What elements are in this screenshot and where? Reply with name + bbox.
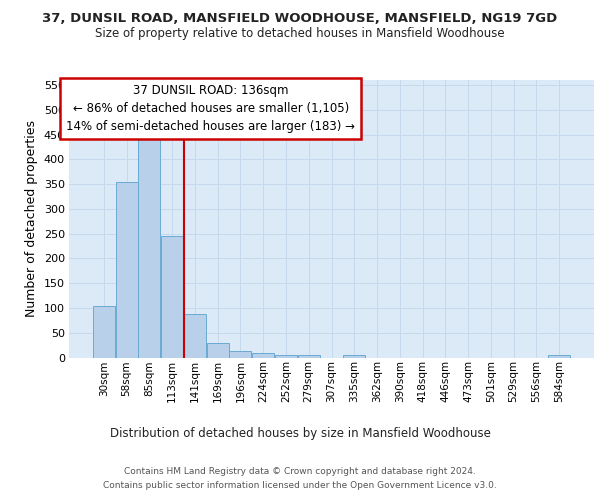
Bar: [252, 353, 274, 358]
Text: 37, DUNSIL ROAD, MANSFIELD WOODHOUSE, MANSFIELD, NG19 7GD: 37, DUNSIL ROAD, MANSFIELD WOODHOUSE, MA…: [43, 12, 557, 26]
Text: Size of property relative to detached houses in Mansfield Woodhouse: Size of property relative to detached ho…: [95, 28, 505, 40]
Bar: [161, 236, 183, 358]
Bar: [548, 355, 570, 358]
Text: 37 DUNSIL ROAD: 136sqm
← 86% of detached houses are smaller (1,105)
14% of semi-: 37 DUNSIL ROAD: 136sqm ← 86% of detached…: [66, 84, 355, 133]
Y-axis label: Number of detached properties: Number of detached properties: [25, 120, 38, 318]
Bar: [229, 350, 251, 358]
Bar: [139, 136, 160, 358]
Bar: [275, 355, 297, 358]
Text: Distribution of detached houses by size in Mansfield Woodhouse: Distribution of detached houses by size …: [110, 428, 490, 440]
Text: Contains public sector information licensed under the Open Government Licence v3: Contains public sector information licen…: [103, 481, 497, 490]
Bar: [298, 355, 320, 358]
Bar: [343, 355, 365, 358]
Text: Contains HM Land Registry data © Crown copyright and database right 2024.: Contains HM Land Registry data © Crown c…: [124, 468, 476, 476]
Bar: [184, 314, 206, 358]
Bar: [93, 306, 115, 358]
Bar: [206, 342, 229, 357]
Bar: [116, 182, 138, 358]
